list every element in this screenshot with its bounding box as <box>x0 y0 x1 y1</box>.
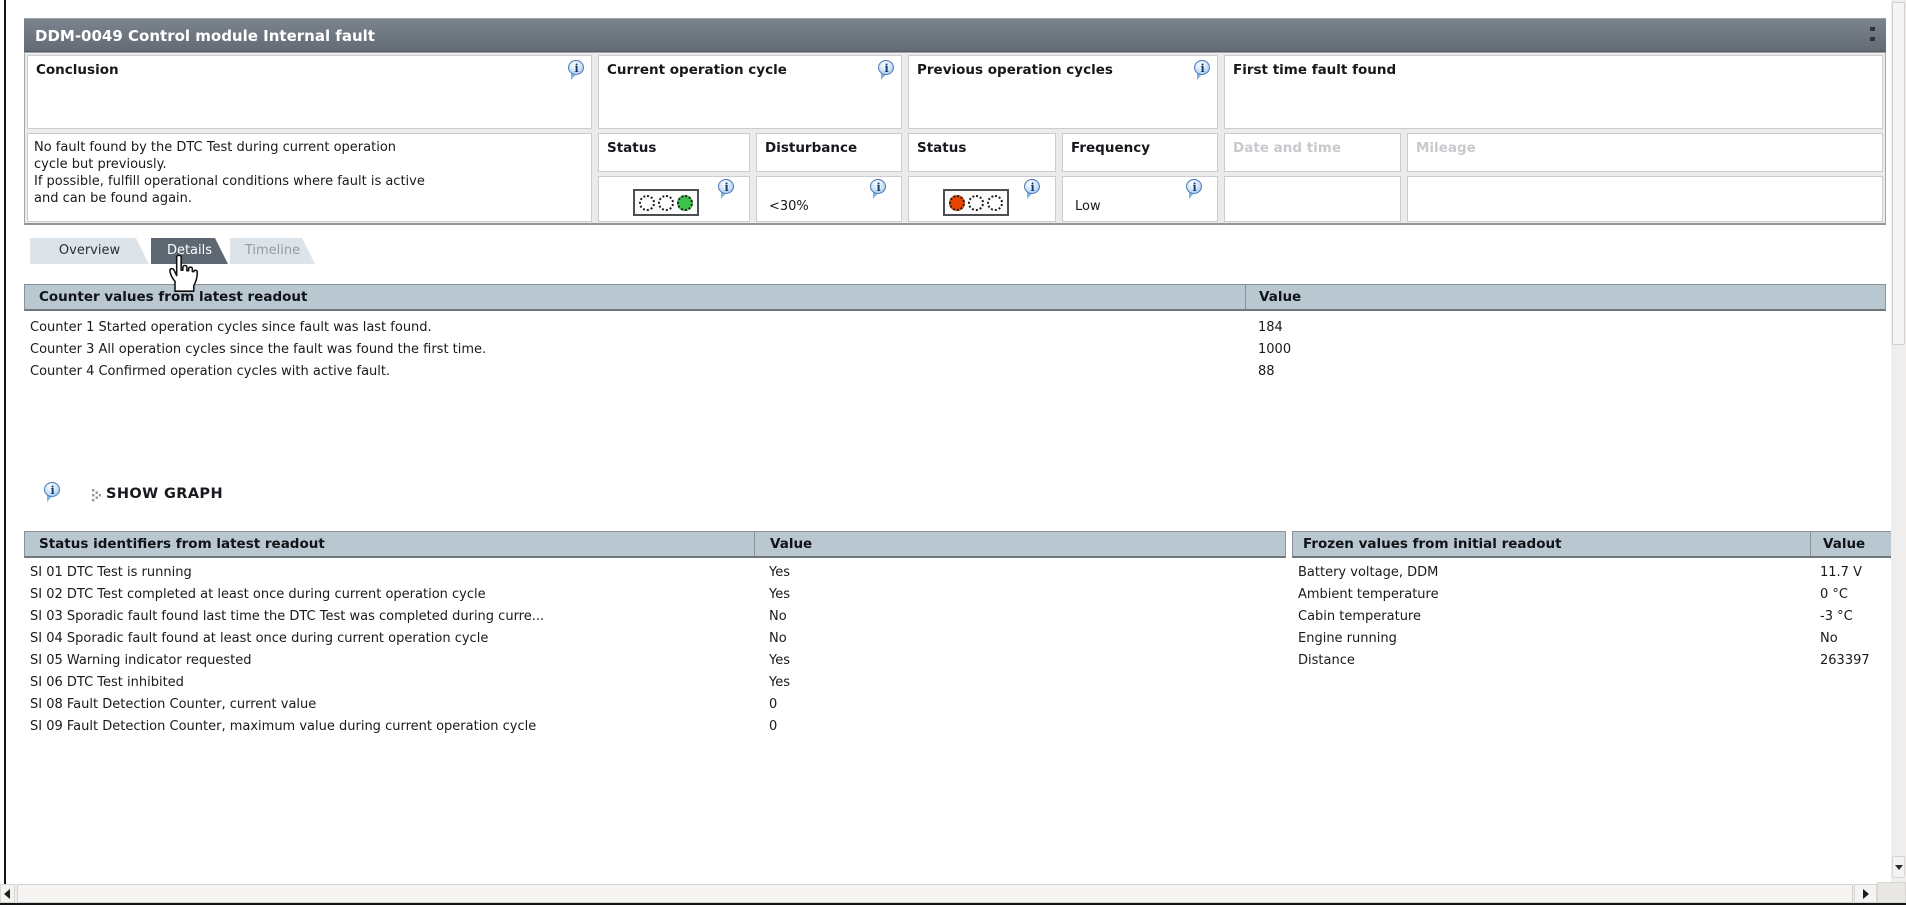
conclusion-line: If possible, fulfill operational conditi… <box>34 174 425 189</box>
conclusion-line: and can be found again. <box>34 191 193 206</box>
light-1 <box>639 194 655 211</box>
arrow-left-icon <box>4 889 10 899</box>
current-status-traffic-light <box>633 189 699 216</box>
scrollbar-corner <box>1877 882 1906 903</box>
frequency-subheader-cell: Frequency <box>1062 133 1218 172</box>
conclusion-text-cell: No fault found by the DTC Test during cu… <box>27 133 592 222</box>
titlebar-end-marks-icon <box>1870 27 1876 45</box>
status-row: SI 06 DTC Test inhibited Yes <box>30 675 790 690</box>
date-time-label: Date and time <box>1233 140 1342 156</box>
prev-status-subheader-cell: Status <box>908 133 1056 172</box>
frozen-row: Cabin temperature -3 °C <box>1298 609 1853 624</box>
status-row: SI 02 DTC Test completed at least once d… <box>30 587 790 602</box>
current-cycle-label: Current operation cycle <box>607 62 787 78</box>
counter-row: Counter 1 Started operation cycles since… <box>30 320 1283 335</box>
frequency-value: Low <box>1075 199 1101 214</box>
disturbance-label: Disturbance <box>765 140 858 156</box>
previous-status-traffic-light <box>943 189 1009 216</box>
date-value-cell <box>1224 176 1401 222</box>
tab-details[interactable]: Details <box>151 238 228 264</box>
conclusion-label: Conclusion <box>36 62 119 78</box>
frozen-value-header: Value <box>1823 536 1866 552</box>
mileage-value-cell <box>1407 176 1883 222</box>
frozen-table-title: Frozen values from initial readout <box>1303 536 1562 552</box>
previous-status-value-cell <box>908 176 1056 222</box>
arrow-right-icon <box>1863 889 1869 899</box>
previous-cycles-label: Previous operation cycles <box>917 62 1113 78</box>
frozen-row: Distance 263397 <box>1298 653 1870 668</box>
status-row: SI 01 DTC Test is running Yes <box>30 565 790 580</box>
current-status-value-cell <box>598 176 750 222</box>
status-row: SI 09 Fault Detection Counter, maximum v… <box>30 719 778 734</box>
current-cycle-header-cell: Current operation cycle <box>598 55 902 129</box>
status-value-header: Value <box>770 536 813 552</box>
info-icon[interactable] <box>1024 179 1041 199</box>
disturbance-value: <30% <box>769 199 809 214</box>
status-table-header: Status identifiers from latest readout V… <box>24 531 1286 558</box>
frequency-label: Frequency <box>1071 140 1151 156</box>
frozen-row: Ambient temperature 0 °C <box>1298 587 1848 602</box>
status-subheader-cell: Status <box>598 133 750 172</box>
scroll-down-button[interactable] <box>1892 856 1905 878</box>
conclusion-line: No fault found by the DTC Test during cu… <box>34 140 397 155</box>
light-3 <box>987 194 1003 211</box>
frequency-value-cell: Low <box>1062 176 1218 222</box>
frozen-row: Engine running No <box>1298 631 1838 646</box>
light-1-red <box>949 194 965 211</box>
window-bottom-border <box>0 903 1906 905</box>
dtc-title: DDM-0049 Control module Internal fault <box>35 27 375 45</box>
counter-row: Counter 3 All operation cycles since the… <box>30 342 1292 357</box>
frozen-row: Battery voltage, DDM 11.7 V <box>1298 565 1862 580</box>
status-row: SI 04 Sporadic fault found at least once… <box>30 631 787 646</box>
window-left-border <box>4 0 6 884</box>
counter-table-title: Counter values from latest readout <box>39 289 308 305</box>
scroll-left-button[interactable] <box>0 884 15 903</box>
info-icon[interactable] <box>718 179 735 199</box>
light-2 <box>968 194 984 211</box>
conclusion-line: cycle but previously. <box>34 157 167 172</box>
horizontal-scrollbar-thumb[interactable] <box>17 884 1853 903</box>
conclusion-header-cell: Conclusion <box>27 55 592 129</box>
tab-timeline[interactable]: Timeline <box>230 238 315 264</box>
status-row: SI 05 Warning indicator requested Yes <box>30 653 790 668</box>
info-icon[interactable] <box>1186 179 1203 199</box>
disturbance-value-cell: <30% <box>756 176 902 222</box>
horizontal-scrollbar[interactable] <box>0 882 1906 903</box>
status-table-title: Status identifiers from latest readout <box>39 536 325 552</box>
first-fault-header-cell: First time fault found <box>1224 55 1883 129</box>
light-2 <box>658 194 674 211</box>
first-fault-label: First time fault found <box>1233 62 1397 78</box>
mileage-label: Mileage <box>1416 140 1476 156</box>
info-icon[interactable] <box>568 60 585 80</box>
vertical-scrollbar-thumb[interactable] <box>1892 2 1905 345</box>
disturbance-subheader-cell: Disturbance <box>756 133 902 172</box>
info-icon[interactable] <box>1194 60 1211 80</box>
counter-table-header: Counter values from latest readout Value <box>24 284 1886 311</box>
light-3-green <box>677 194 693 211</box>
status-row: SI 08 Fault Detection Counter, current v… <box>30 697 778 712</box>
arrow-down-icon <box>1895 865 1903 870</box>
previous-cycles-header-cell: Previous operation cycles <box>908 55 1218 129</box>
frozen-table-header: Frozen values from initial readout Value <box>1292 531 1893 558</box>
show-graph-button[interactable]: SHOW GRAPH <box>106 486 223 502</box>
expander-arrow-icon[interactable] <box>92 489 101 503</box>
info-icon[interactable] <box>878 60 895 80</box>
counter-row: Counter 4 Confirmed operation cycles wit… <box>30 364 1275 379</box>
status-row: SI 03 Sporadic fault found last time the… <box>30 609 787 624</box>
tab-overview[interactable]: Overview <box>30 238 149 264</box>
vertical-scrollbar[interactable] <box>1891 0 1906 882</box>
counter-value-header: Value <box>1259 289 1302 305</box>
date-subheader-cell: Date and time <box>1224 133 1401 172</box>
fault-summary-table: Conclusion Current operation cycle Previ… <box>24 52 1886 225</box>
mouse-cursor-hand-icon <box>169 254 199 292</box>
dtc-title-bar: DDM-0049 Control module Internal fault <box>24 18 1886 52</box>
scroll-right-button[interactable] <box>1854 884 1877 903</box>
mileage-subheader-cell: Mileage <box>1407 133 1883 172</box>
info-icon[interactable] <box>870 179 887 199</box>
info-icon[interactable] <box>44 482 61 502</box>
status-label: Status <box>607 140 657 156</box>
prev-status-label: Status <box>917 140 967 156</box>
